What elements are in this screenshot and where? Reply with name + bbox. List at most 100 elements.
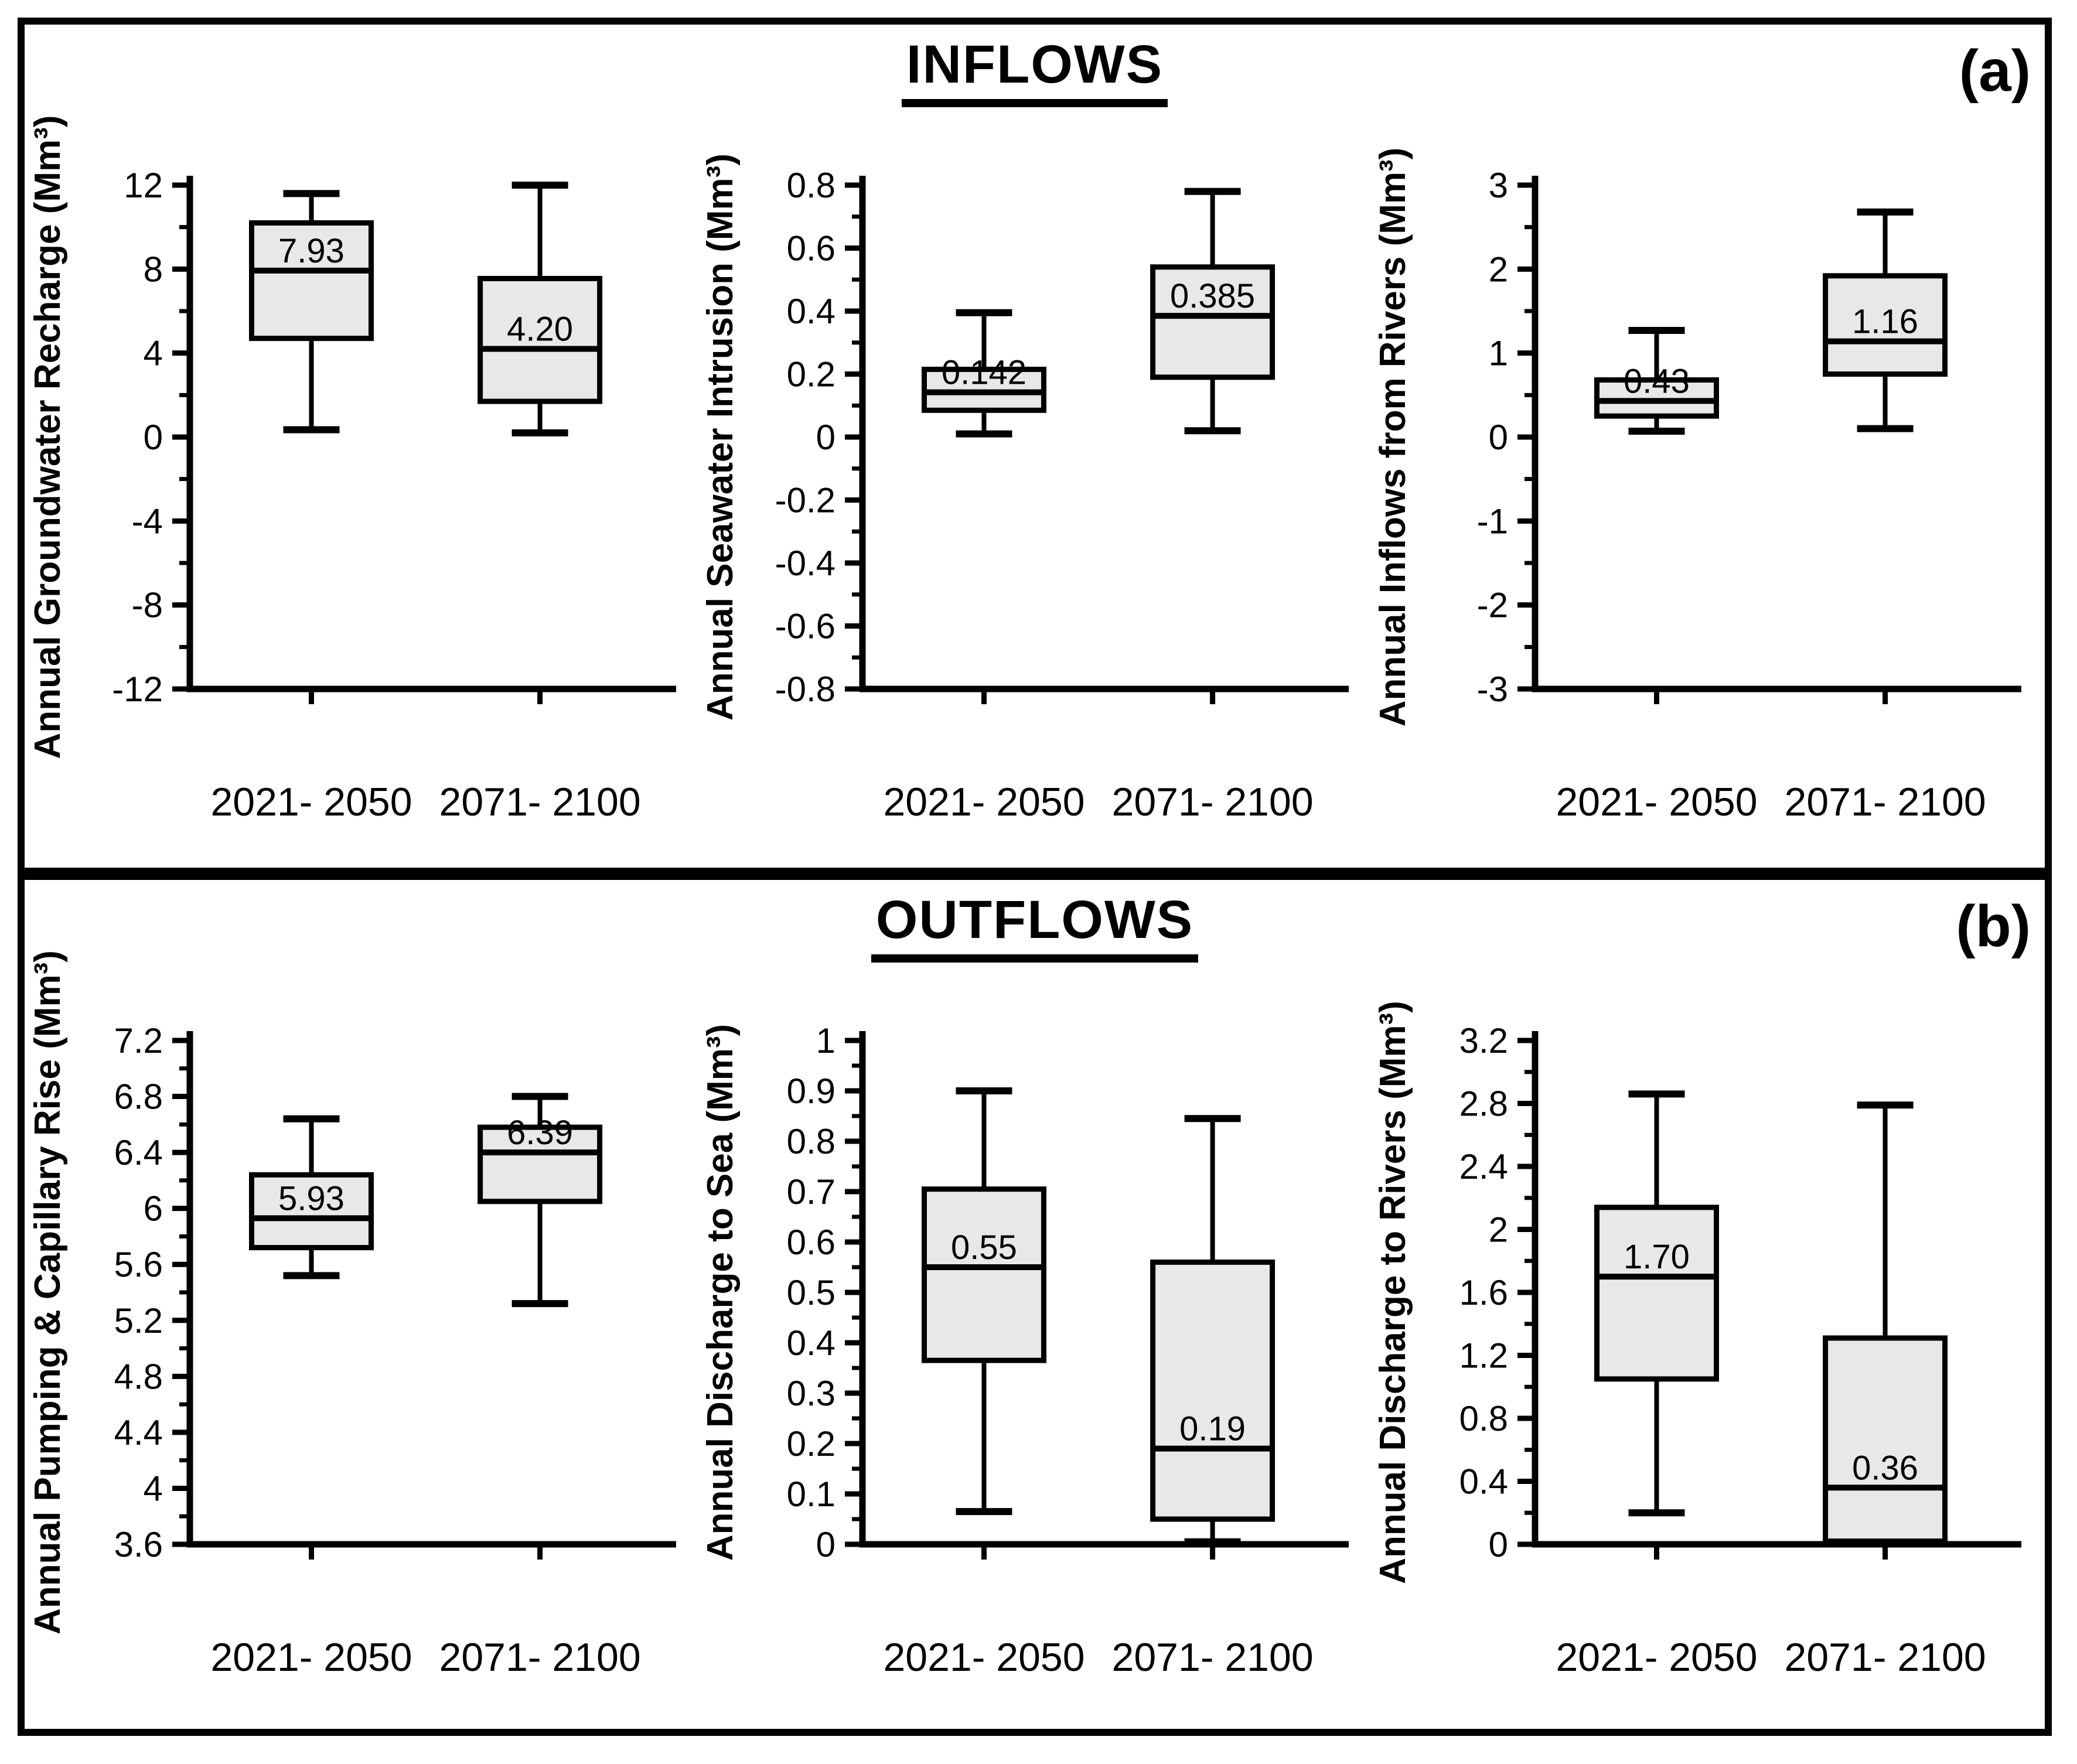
y-tick-label: -0.8 xyxy=(775,670,835,709)
chart-inflows-from-rivers: 3 2 1 0 -1 -2 -3 Annual Inflows from Rivers (Mm… xyxy=(1371,131,2044,872)
y-tick-label: 0.3 xyxy=(787,1374,835,1413)
box-rect xyxy=(1823,1335,1948,1544)
median-label: 0.142 xyxy=(942,354,1026,392)
y-tick-label: 0.4 xyxy=(1459,1462,1508,1502)
inflows-charts-row: 12 8 4 0 -4 -8 -12 Annual Groundwater Recharge … xyxy=(26,115,2044,872)
y-axis-title: Annual Inflows from Rivers (Mm³) xyxy=(1373,148,1413,727)
y-tick-label: 12 xyxy=(124,166,163,205)
box-rect xyxy=(249,1172,374,1251)
median-label: 1.16 xyxy=(1852,303,1918,341)
y-tick-label: 0.6 xyxy=(787,1223,835,1262)
y-tick-label: 3.6 xyxy=(114,1525,163,1564)
y-axis-title: Annual Discharge to Sea (Mm³) xyxy=(700,1024,741,1561)
chart-groundwater-recharge: 12 8 4 0 -4 -8 -12 Annual Groundwater Recharge … xyxy=(26,115,698,872)
y-tick-label: -0.6 xyxy=(775,607,835,646)
y-tick-label: 0.7 xyxy=(787,1172,835,1212)
chart-seawater-intrusion: 0.8 0.6 0.4 0.2 0 -0.2 -0.4 -0.6 -0.8 Annual Seaw… xyxy=(698,131,1371,872)
y-axis-title: Annual Groundwater Recharge (Mm³) xyxy=(28,115,68,759)
y-tick-label: 0.8 xyxy=(787,1122,835,1161)
y-tick-label: -8 xyxy=(132,586,163,625)
box-rect xyxy=(1150,1259,1275,1522)
y-tick-label: -0.4 xyxy=(775,544,835,583)
y-tick-label: 3.2 xyxy=(1459,1021,1508,1060)
y-tick-label: 0.9 xyxy=(787,1072,835,1111)
y-tick-label: -1 xyxy=(1477,501,1508,541)
y-tick-label: 7.2 xyxy=(114,1021,163,1060)
y-tick-label: -2 xyxy=(1477,586,1508,625)
y-tick-label: 0.1 xyxy=(787,1475,835,1514)
boxplot-discharge-to-sea: 1 0.9 0.8 0.7 0.6 0.5 0.4 0.3 0.2 0.1 0 Annual Disc… xyxy=(700,1021,1349,1680)
y-tick-label: 1 xyxy=(816,1021,835,1060)
y-tick-label: 0.2 xyxy=(787,1424,835,1463)
y-tick-label: 2.8 xyxy=(1459,1084,1508,1124)
y-tick-label: 0.6 xyxy=(787,229,835,268)
y-tick-label: -4 xyxy=(132,501,163,541)
category-label: 2021- 2050 xyxy=(210,780,412,824)
box-rect xyxy=(478,275,603,404)
panel-inflows-corner-label: (a) xyxy=(1959,38,2031,104)
y-tick-label: -3 xyxy=(1477,670,1508,709)
y-tick-label: -12 xyxy=(112,670,163,709)
y-tick-label: 1.2 xyxy=(1459,1336,1508,1376)
chart-discharge-to-sea: 1 0.9 0.8 0.7 0.6 0.5 0.4 0.3 0.2 0.1 0 Annual Disc… xyxy=(698,987,1371,1728)
category-label: 2021- 2050 xyxy=(210,1635,412,1680)
y-tick-label: 0 xyxy=(1489,418,1508,457)
boxplot-groundwater-recharge: 12 8 4 0 -4 -8 -12 Annual Groundwater Recharge … xyxy=(28,115,676,824)
y-tick-label: 4.4 xyxy=(114,1413,163,1452)
box-rect xyxy=(1594,377,1719,419)
median-label: 0.19 xyxy=(1179,1410,1246,1448)
median-label: 0.385 xyxy=(1170,277,1255,315)
y-tick-label: 0.8 xyxy=(787,166,835,205)
median-label: 0.36 xyxy=(1852,1449,1918,1487)
y-axis-title: Annual Pumping & Capillary Rise (Mm³) xyxy=(28,950,68,1635)
median-label: 0.55 xyxy=(951,1229,1017,1267)
y-tick-label: 5.2 xyxy=(114,1301,163,1340)
boxplot-seawater-intrusion: 0.8 0.6 0.4 0.2 0 -0.2 -0.4 -0.6 -0.8 Annual Seaw… xyxy=(700,153,1349,824)
y-tick-label: 3 xyxy=(1489,166,1508,205)
chart-discharge-to-rivers: 3.2 2.8 2.4 2 1.6 1.2 0.8 0.4 0 Annual Discharge … xyxy=(1371,987,2044,1728)
boxplot-discharge-to-rivers: 3.2 2.8 2.4 2 1.6 1.2 0.8 0.4 0 Annual Discharge … xyxy=(1373,1001,2021,1680)
panel-inflows-title: INFLOWS xyxy=(901,34,1168,107)
panel-outflows-title-row: OUTFLOWS xyxy=(25,889,2045,963)
median-label: 0.43 xyxy=(1624,362,1690,400)
y-tick-label: 2.4 xyxy=(1459,1147,1508,1186)
y-axis-title: Annual Seawater Intrusion (Mm³) xyxy=(700,153,741,721)
outflows-charts-row: 7.2 6.8 6.4 6 5.6 5.2 4.8 4.4 4 3.6 Annual Pumping… xyxy=(26,950,2044,1728)
category-label: 2071- 2100 xyxy=(1112,1635,1314,1680)
y-tick-label: 6 xyxy=(144,1189,163,1229)
y-tick-label: 0 xyxy=(144,418,163,457)
y-tick-label: 1.6 xyxy=(1459,1273,1508,1312)
panel-outflows-title: OUTFLOWS xyxy=(871,889,1199,963)
median-label: 4.20 xyxy=(507,311,573,349)
box-rect xyxy=(1150,264,1275,380)
median-label: 6.39 xyxy=(507,1114,573,1152)
y-tick-label: 1 xyxy=(1489,334,1508,373)
y-tick-label: 0 xyxy=(816,1525,835,1564)
median-label: 1.70 xyxy=(1624,1238,1690,1276)
y-axis-title: Annual Discharge to Rivers (Mm³) xyxy=(1373,1001,1413,1584)
y-tick-label: 6.8 xyxy=(114,1077,163,1117)
boxplot-inflows-from-rivers: 3 2 1 0 -1 -2 -3 Annual Inflows from Rivers (Mm… xyxy=(1373,148,2021,824)
y-tick-label: 2 xyxy=(1489,1210,1508,1250)
box-rect xyxy=(922,1186,1046,1363)
category-label: 2021- 2050 xyxy=(1556,1635,1757,1680)
y-tick-label: 0.5 xyxy=(787,1273,835,1312)
y-tick-label: 4 xyxy=(144,1469,163,1508)
y-tick-label: 8 xyxy=(144,250,163,289)
y-tick-label: 0.4 xyxy=(787,292,835,331)
y-tick-label: 2 xyxy=(1489,250,1508,289)
category-label: 2071- 2100 xyxy=(439,780,641,824)
category-label: 2071- 2100 xyxy=(1785,1635,1986,1680)
category-label: 2071- 2100 xyxy=(1112,780,1314,824)
y-tick-label: 0.8 xyxy=(1459,1399,1508,1438)
y-tick-label: 5.6 xyxy=(114,1245,163,1284)
boxplot-pumping-capillary-rise: 7.2 6.8 6.4 6 5.6 5.2 4.8 4.4 4 3.6 Annual Pumping… xyxy=(28,950,676,1680)
chart-pumping-capillary-rise: 7.2 6.8 6.4 6 5.6 5.2 4.8 4.4 4 3.6 Annual Pumping… xyxy=(26,950,698,1728)
y-tick-label: 0.2 xyxy=(787,355,835,394)
category-label: 2021- 2050 xyxy=(1556,780,1757,824)
category-label: 2021- 2050 xyxy=(883,780,1084,824)
box-rect xyxy=(1823,273,1948,377)
y-tick-label: 0.4 xyxy=(787,1323,835,1363)
box-rect xyxy=(478,1124,603,1205)
